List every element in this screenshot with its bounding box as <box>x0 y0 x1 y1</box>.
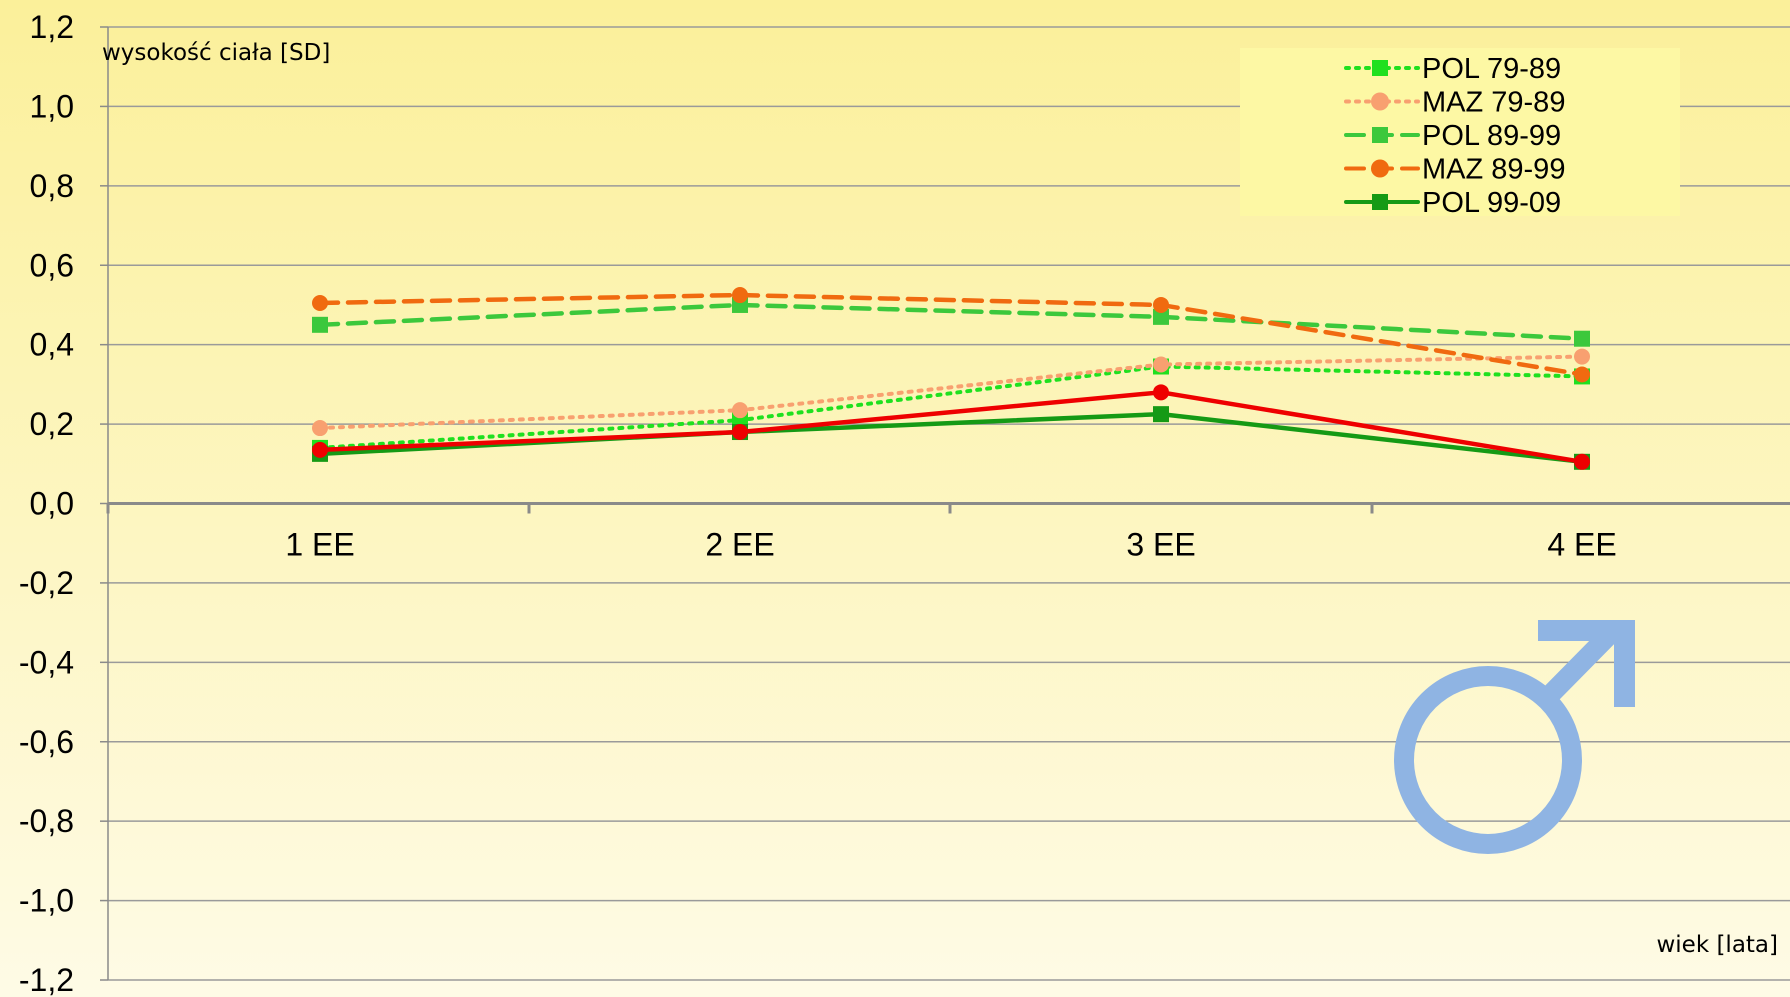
data-point <box>312 420 328 437</box>
series-line <box>318 364 1584 450</box>
data-point <box>1153 296 1169 313</box>
legend-label: POL 89-99 <box>1422 120 1561 152</box>
data-point <box>732 424 748 441</box>
male-symbol-ring <box>1394 666 1582 854</box>
series-group <box>312 287 1590 470</box>
y-tick-label: -0,6 <box>19 724 74 760</box>
y-tick-label: 0,4 <box>30 327 74 363</box>
data-point <box>732 402 748 419</box>
legend-marker <box>1371 92 1389 111</box>
data-point <box>1153 308 1169 325</box>
legend-label: MAZ 79-89 <box>1422 87 1565 119</box>
legend-item: POL 79-89 <box>1344 53 1561 85</box>
legend-label: POL 99-09 <box>1422 187 1561 219</box>
axes: 1,2 1,0 0,8 0,6 0,4 0,2 0,0 -0,2 -0,4 -0,6 -0,8 -1,… <box>19 9 1790 997</box>
male-symbol-icon <box>1394 620 1635 854</box>
x-tick-label: 4 EE <box>1547 527 1616 563</box>
data-point <box>1153 384 1169 401</box>
legend-item: POL 89-99 <box>1344 120 1561 152</box>
x-axis-title: wiek [lata] <box>1656 932 1778 958</box>
data-point <box>1153 406 1169 423</box>
series-2 <box>312 296 1590 347</box>
data-point <box>1153 356 1169 373</box>
legend-marker <box>1372 194 1388 210</box>
data-point <box>1574 453 1590 470</box>
data-point <box>312 294 328 311</box>
y-tick-label: -1,0 <box>19 883 74 919</box>
legend-marker <box>1372 127 1388 143</box>
y-tick-label: -0,2 <box>19 565 74 601</box>
data-point <box>732 287 748 304</box>
y-tick-label: 1,0 <box>30 88 74 124</box>
series-line <box>317 390 1585 465</box>
series-5 <box>312 384 1590 470</box>
legend-item: POL 99-09 <box>1344 187 1561 219</box>
y-tick-label: 0,0 <box>30 486 74 522</box>
male-symbol-shaft <box>1537 622 1622 708</box>
data-point <box>312 441 328 458</box>
y-tick-label: -0,8 <box>19 803 74 839</box>
series-1 <box>312 348 1590 437</box>
legend-label: MAZ 89-99 <box>1422 154 1565 186</box>
x-tick-label: 1 EE <box>285 527 354 563</box>
y-tick-label: -0,4 <box>19 644 74 680</box>
data-point <box>1574 348 1590 365</box>
y-tick-label: 1,2 <box>30 9 74 45</box>
legend-box <box>1240 48 1680 216</box>
data-point <box>1574 330 1590 347</box>
data-point <box>1574 366 1590 383</box>
data-point <box>312 316 328 333</box>
y-tick-label: 0,2 <box>30 406 74 442</box>
y-tick-label: -1,2 <box>19 962 74 997</box>
series-3 <box>312 287 1590 383</box>
x-tick-label: 2 EE <box>705 527 774 563</box>
legend-label: POL 79-89 <box>1422 53 1561 85</box>
series-line <box>317 302 1585 341</box>
series-4 <box>312 406 1590 470</box>
legend-marker <box>1371 159 1389 178</box>
x-tick-label: 3 EE <box>1126 527 1195 563</box>
male-symbol-arrowhead <box>1538 620 1635 707</box>
legend-item: MAZ 89-99 <box>1344 154 1565 186</box>
legend-item: MAZ 79-89 <box>1344 87 1565 119</box>
series-line <box>318 354 1584 431</box>
y-tick-label: 0,6 <box>30 247 74 283</box>
y-axis-title: wysokość ciała [SD] <box>102 40 330 66</box>
legend-marker <box>1372 60 1388 76</box>
y-tick-label: 0,8 <box>30 168 74 204</box>
series-line <box>317 292 1585 377</box>
